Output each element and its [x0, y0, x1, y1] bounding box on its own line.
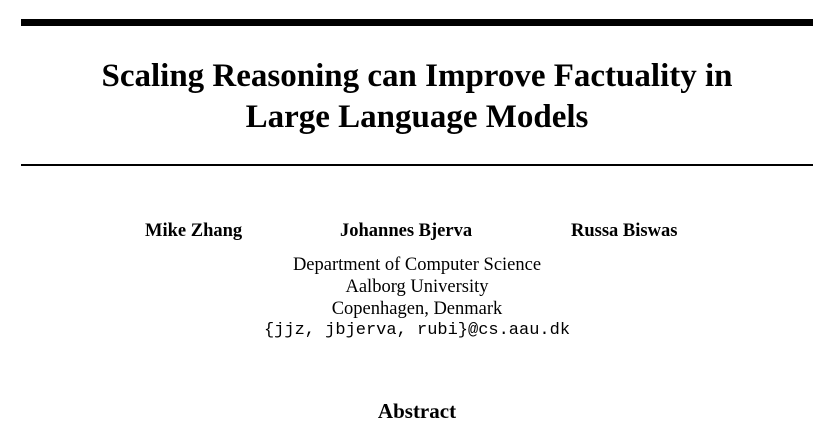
title-bottom-rule — [21, 164, 813, 166]
abstract-heading: Abstract — [377, 399, 457, 423]
top-rule — [21, 19, 813, 26]
author-name: Johannes Bjerva — [340, 221, 473, 241]
author-emails: {jjz, jbjerva, rubi}@cs.aau.dk — [263, 321, 571, 340]
affiliation-block: Department of Computer Science Aalborg U… — [0, 254, 834, 342]
author-name: Mike Zhang — [145, 221, 243, 241]
author-name: Russa Biswas — [571, 221, 678, 241]
paper-title: Scaling Reasoning can Improve Factuality… — [0, 56, 834, 138]
affiliation-location: Copenhagen, Denmark — [331, 299, 503, 319]
title-line-1: Scaling Reasoning can Improve Factuality… — [101, 58, 733, 94]
title-line-2: Large Language Models — [245, 99, 589, 135]
affiliation-university: Aalborg University — [345, 277, 489, 297]
author-list: Mike Zhang Johannes Bjerva Russa Biswas — [0, 221, 834, 245]
affiliation-department: Department of Computer Science — [292, 255, 542, 275]
